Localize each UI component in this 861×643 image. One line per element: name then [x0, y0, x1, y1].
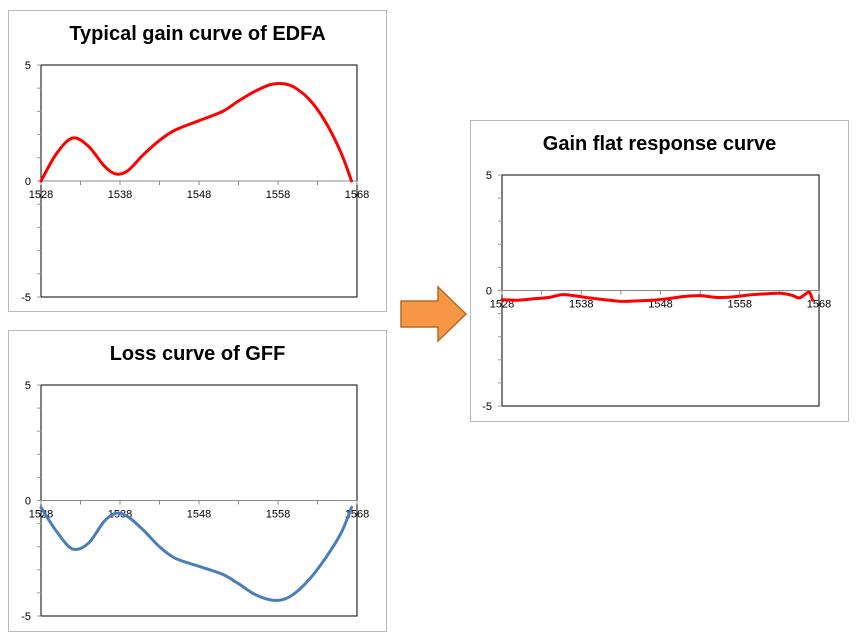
chart-edfa-panel: Typical gain curve of EDFA — [8, 10, 387, 312]
chart-flat-panel: Gain flat response curve — [470, 120, 849, 422]
y-tick-label: 5 — [25, 60, 31, 72]
y-tick-label: -5 — [482, 401, 492, 413]
chart-flat-title: Gain flat response curve — [542, 133, 777, 155]
y-tick-label: 0 — [486, 286, 492, 298]
chart-gff-panel: Loss curve of GFF — [8, 330, 387, 632]
series-line-gff — [39, 505, 353, 603]
chart-edfa-title: Typical gain curve of EDFA — [69, 23, 326, 45]
series-line-flat — [500, 290, 815, 303]
x-tick-label: 1548 — [187, 189, 211, 201]
x-tick-label: 1568 — [345, 189, 369, 201]
x-tick-label: 1538 — [569, 299, 593, 311]
x-tick-label: 1558 — [266, 189, 290, 201]
x-tick-label: 1538 — [108, 189, 132, 201]
right-arrow-shape — [400, 285, 468, 343]
x-tick-label: 1558 — [728, 299, 752, 311]
y-tick-label: 5 — [25, 380, 31, 392]
x-tick-label: 1568 — [807, 299, 831, 311]
series-line-edfa — [39, 81, 353, 183]
chart-gff-title: Loss curve of GFF — [109, 343, 286, 365]
y-tick-label: 0 — [25, 176, 31, 188]
y-tick-label: 0 — [25, 496, 31, 508]
x-tick-label: 1558 — [266, 509, 290, 521]
y-tick-label: 5 — [486, 170, 492, 182]
x-tick-label: 1548 — [187, 509, 211, 521]
y-tick-label: -5 — [21, 292, 31, 304]
y-tick-label: -5 — [21, 611, 31, 623]
x-tick-label: 1528 — [29, 189, 53, 201]
right-arrow-icon — [400, 285, 468, 343]
